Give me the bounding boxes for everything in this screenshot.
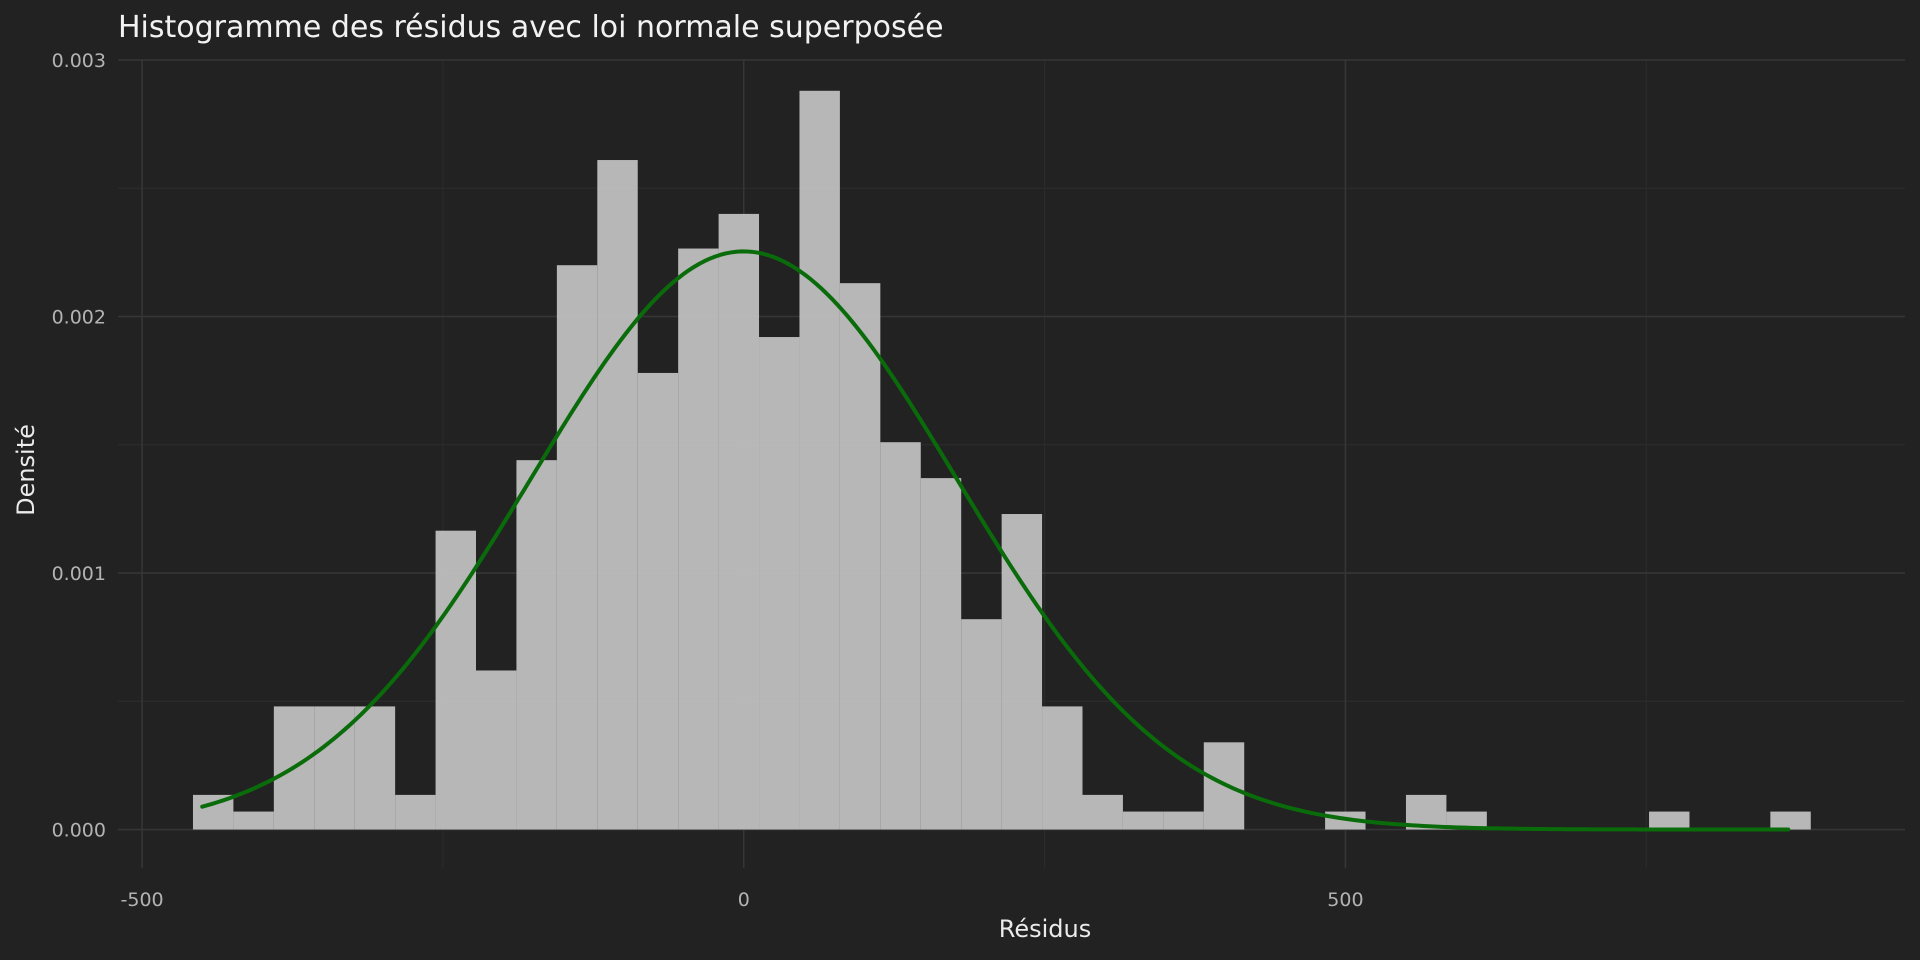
histogram-bar xyxy=(799,90,840,830)
histogram-bar xyxy=(1001,514,1043,830)
histogram-bar xyxy=(961,619,1002,830)
histogram-bar xyxy=(395,794,436,830)
y-axis-title: Densité xyxy=(12,424,40,516)
histogram-bar xyxy=(1770,811,1811,830)
x-axis-ticks: -500 0 500 xyxy=(121,889,1364,911)
x-axis-title: Résidus xyxy=(999,915,1091,943)
histogram-bar xyxy=(516,460,557,830)
y-tick-label: 0.002 xyxy=(52,307,106,329)
histogram-bar xyxy=(556,265,598,830)
histogram-bar xyxy=(1082,794,1123,830)
y-tick-label: 0.003 xyxy=(52,50,106,72)
histogram-bar xyxy=(880,442,921,830)
histogram-bar xyxy=(1042,706,1083,830)
histogram-bar xyxy=(597,160,638,830)
normal-density-curve xyxy=(200,249,1791,832)
x-tick-label: 0 xyxy=(738,889,750,911)
y-axis-ticks: 0.000 0.001 0.002 0.003 xyxy=(52,50,106,842)
histogram-bar xyxy=(476,670,517,830)
histogram-bar xyxy=(1446,811,1487,830)
histogram-bar xyxy=(920,478,962,830)
histogram-bar xyxy=(233,811,274,830)
y-tick-label: 0.000 xyxy=(52,820,106,842)
histogram-bar xyxy=(839,283,881,830)
histogram-bar xyxy=(759,337,800,830)
histogram-bar xyxy=(1122,811,1164,830)
chart-title: Histogramme des résidus avec loi normale… xyxy=(118,10,944,45)
histogram-bar xyxy=(637,372,679,830)
histogram-bar xyxy=(1649,811,1690,830)
histogram-bar xyxy=(718,213,760,830)
y-tick-label: 0.001 xyxy=(52,563,106,585)
histogram-bar xyxy=(678,248,719,830)
x-tick-label: -500 xyxy=(121,889,164,911)
x-tick-label: 500 xyxy=(1327,889,1363,911)
histogram-bar xyxy=(354,706,396,830)
histogram-bars xyxy=(192,90,1811,830)
histogram-bar xyxy=(1163,811,1204,830)
